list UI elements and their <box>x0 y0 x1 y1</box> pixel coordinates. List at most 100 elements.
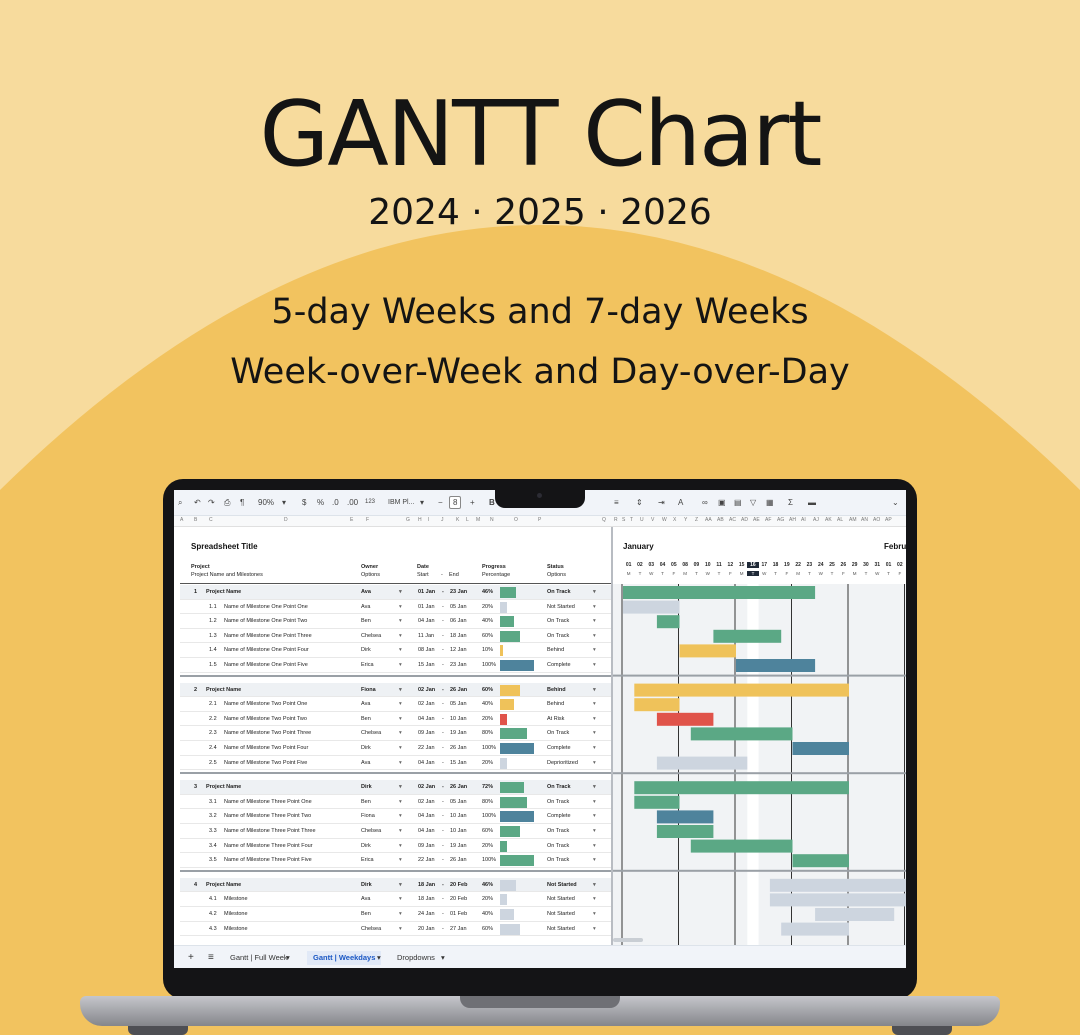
column-letter[interactable]: A <box>180 517 184 523</box>
end-date[interactable]: 10 Jan <box>450 813 467 820</box>
chevron-down-icon[interactable]: ▾ <box>286 953 290 962</box>
chevron-down-icon[interactable]: ▾ <box>399 662 402 668</box>
task-name[interactable]: Name of Milestone Three Point Two <box>224 813 312 820</box>
owner-cell[interactable]: Erica <box>361 662 374 668</box>
column-letter[interactable]: W <box>662 517 667 523</box>
start-date[interactable]: 22 Jan <box>418 745 435 751</box>
start-date[interactable]: 04 Jan <box>418 715 435 722</box>
milestone-row[interactable]: 2.4 Name of Milestone Two Point Four Dirk ▾… <box>180 741 611 756</box>
task-name[interactable]: Name of Milestone Two Point Five <box>224 759 308 766</box>
owner-cell[interactable]: Dirk <box>361 881 372 888</box>
column-letter[interactable]: D <box>284 517 288 523</box>
task-name[interactable]: Project Name <box>206 881 242 888</box>
column-letter[interactable]: AB <box>717 517 724 523</box>
end-date[interactable]: 18 Jan <box>450 632 467 639</box>
milestone-row[interactable]: 2.5 Name of Milestone Two Point Five Ava ▾ 0… <box>180 756 611 771</box>
column-letter[interactable]: AP <box>885 517 892 523</box>
milestone-row[interactable]: 3.3 Name of Milestone Three Point Three Ch… <box>180 824 611 839</box>
chevron-down-icon[interactable]: ▾ <box>593 798 596 805</box>
owner-cell[interactable]: Chelsea <box>361 925 382 932</box>
milestone-row[interactable]: 2.3 Name of Milestone Two Point Three Chel… <box>180 726 611 741</box>
format-123-button[interactable]: 123 <box>365 499 376 505</box>
font-select[interactable]: IBM Pl... <box>388 499 415 506</box>
increase-decimal-button[interactable]: .00 <box>347 498 359 507</box>
task-name[interactable]: Project Name <box>206 686 242 693</box>
chevron-down-icon[interactable]: ▾ <box>593 813 596 820</box>
chevron-down-icon[interactable]: ▾ <box>593 589 596 595</box>
status-cell[interactable]: On Track <box>547 618 570 625</box>
start-date[interactable]: 04 Jan <box>418 759 435 766</box>
percent-button[interactable]: % <box>317 498 325 507</box>
project-row[interactable]: 3 Project Name Dirk ▾ 02 Jan -26 Jan 72% On Tra… <box>180 780 611 795</box>
column-letter[interactable]: R <box>614 517 618 523</box>
start-date[interactable]: 02 Jan <box>418 701 435 708</box>
milestone-row[interactable]: 3.4 Name of Milestone Three Point Four Dir… <box>180 839 611 854</box>
column-letter[interactable]: P <box>538 517 542 523</box>
task-name[interactable]: Name of Milestone Three Point Five <box>224 857 312 864</box>
bold-button[interactable]: B <box>489 498 495 507</box>
chevron-down-icon[interactable]: ▾ <box>399 828 402 834</box>
start-date[interactable]: 22 Jan <box>418 857 435 864</box>
sheet-tab[interactable]: Gantt | Weekdays <box>307 951 382 965</box>
start-date[interactable]: 04 Jan <box>418 618 435 625</box>
chevron-down-icon[interactable]: ▾ <box>399 813 402 820</box>
wrap-icon[interactable]: ⇥ <box>658 498 665 507</box>
column-letter[interactable]: H <box>418 517 422 523</box>
chevron-down-icon[interactable]: ▾ <box>399 701 402 708</box>
chevron-down-icon[interactable]: ▾ <box>399 911 402 917</box>
end-date[interactable]: 23 Jan <box>450 589 468 595</box>
start-date[interactable]: 02 Jan <box>418 686 436 693</box>
chevron-down-icon[interactable]: ▾ <box>399 589 402 595</box>
column-letter[interactable]: B <box>194 517 198 523</box>
owner-cell[interactable]: Fiona <box>361 813 375 820</box>
progress-value[interactable]: 60% <box>482 632 494 639</box>
column-letter[interactable]: Q <box>602 517 606 523</box>
milestone-row[interactable]: 1.3 Name of Milestone One Point Three Chel… <box>180 629 611 644</box>
chevron-down-icon[interactable]: ▾ <box>593 828 596 834</box>
task-name[interactable]: Name of Milestone One Point Five <box>224 662 308 668</box>
column-letter[interactable]: F <box>366 517 370 523</box>
chevron-down-icon[interactable]: ▾ <box>593 759 596 766</box>
progress-value[interactable]: 60% <box>482 828 494 834</box>
chevron-down-icon[interactable]: ▾ <box>399 857 402 864</box>
milestone-row[interactable]: 4.1 Milestone Ava ▾ 18 Jan -20 Feb 20% Not Star… <box>180 892 611 907</box>
chevron-down-icon[interactable]: ▾ <box>399 647 402 654</box>
chevron-down-icon[interactable]: ▾ <box>399 603 402 610</box>
milestone-row[interactable]: 1.4 Name of Milestone One Point Four Dirk ▾… <box>180 643 611 658</box>
chevron-down-icon[interactable]: ▾ <box>399 759 402 766</box>
progress-value[interactable]: 60% <box>482 686 494 693</box>
status-cell[interactable]: On Track <box>547 589 571 595</box>
column-letter[interactable]: AG <box>777 517 785 523</box>
column-letter[interactable]: AM <box>849 517 857 523</box>
progress-value[interactable]: 40% <box>482 911 494 917</box>
chevron-down-icon[interactable]: ▾ <box>593 662 596 668</box>
milestone-row[interactable]: 4.2 Milestone Ben ▾ 24 Jan -01 Feb 40% Not Star… <box>180 907 611 922</box>
input-tools-icon[interactable]: ▬ <box>808 498 816 507</box>
column-letter[interactable]: Z <box>695 517 699 523</box>
owner-cell[interactable]: Fiona <box>361 686 376 693</box>
progress-value[interactable]: 10% <box>482 647 494 654</box>
start-date[interactable]: 15 Jan <box>418 662 435 668</box>
milestone-row[interactable]: 1.5 Name of Milestone One Point Five Erica… <box>180 658 611 673</box>
start-date[interactable]: 02 Jan <box>418 784 436 791</box>
task-name[interactable]: Name of Milestone Two Point One <box>224 701 308 708</box>
column-letter[interactable]: J <box>441 517 444 523</box>
chevron-down-icon[interactable]: ▾ <box>593 730 596 737</box>
status-cell[interactable]: Complete <box>547 813 571 820</box>
chevron-down-icon[interactable]: ▾ <box>399 896 402 903</box>
task-name[interactable]: Name of Milestone One Point Three <box>224 632 312 639</box>
column-letter[interactable]: C <box>209 517 213 523</box>
font-size-input[interactable]: 8 <box>449 496 462 509</box>
end-date[interactable]: 19 Jan <box>450 842 467 849</box>
chevron-down-icon[interactable]: ▾ <box>593 881 596 888</box>
chevron-down-icon[interactable]: ▾ <box>399 925 402 932</box>
end-date[interactable]: 26 Jan <box>450 784 468 791</box>
start-date[interactable]: 18 Jan <box>418 881 436 888</box>
start-date[interactable]: 11 Jan <box>418 632 435 639</box>
end-date[interactable]: 23 Jan <box>450 662 467 668</box>
column-letter[interactable]: E <box>350 517 354 523</box>
progress-value[interactable]: 80% <box>482 730 494 737</box>
status-cell[interactable]: On Track <box>547 730 570 737</box>
status-cell[interactable]: Not Started <box>547 925 575 932</box>
start-date[interactable]: 04 Jan <box>418 813 435 820</box>
